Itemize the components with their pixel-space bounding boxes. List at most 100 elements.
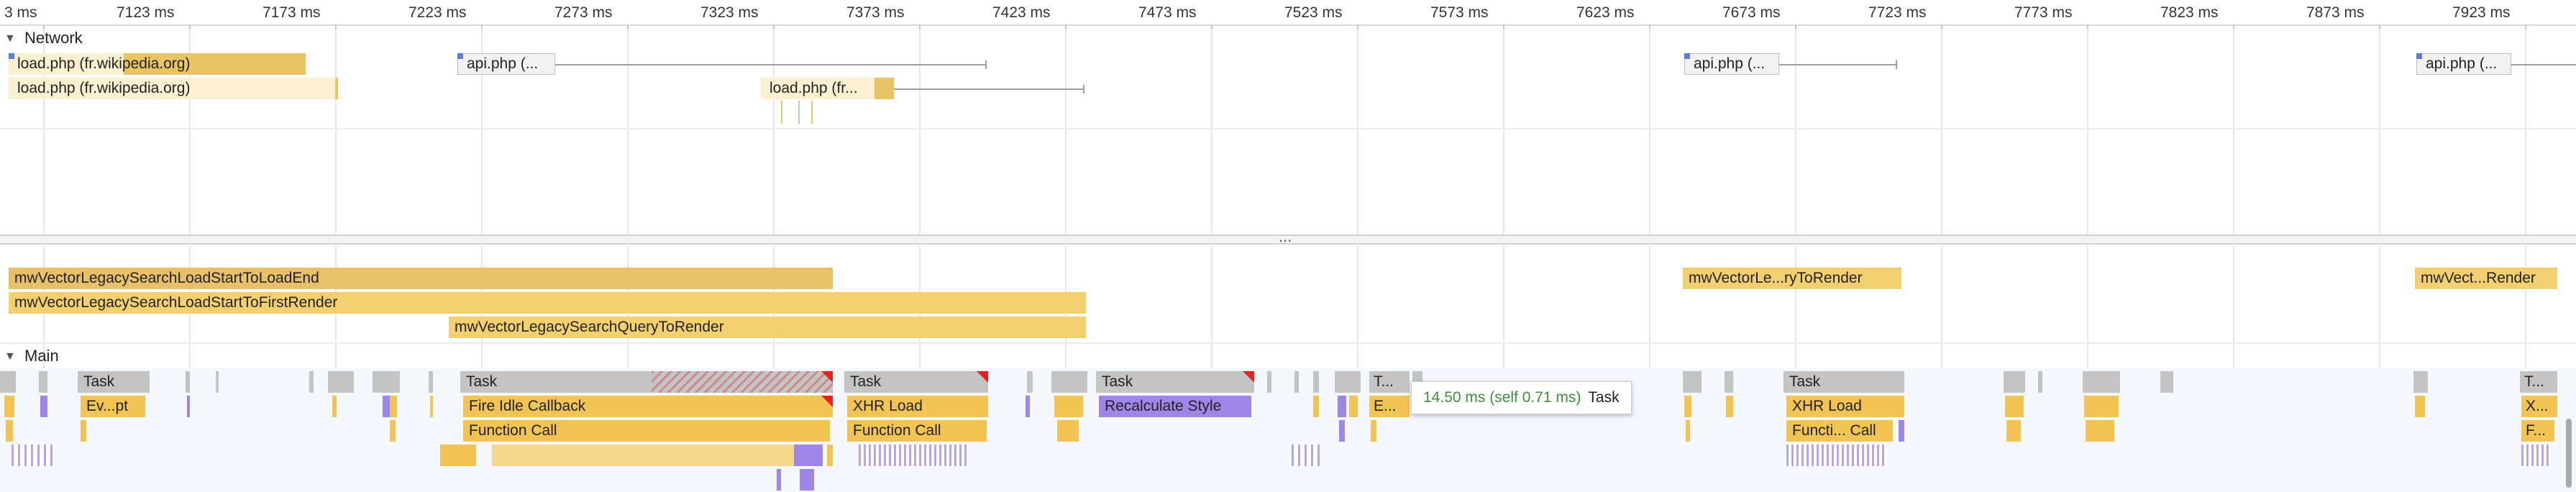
task-bar-small[interactable]: [328, 371, 354, 393]
main-section-title[interactable]: Main: [24, 347, 59, 365]
event-bar-small[interactable]: [390, 396, 397, 417]
task-bar-small[interactable]: [1027, 371, 1033, 393]
task-bar-small[interactable]: [2004, 371, 2025, 393]
task-bar-small[interactable]: [1725, 371, 1733, 393]
function-call-small[interactable]: [1057, 420, 1079, 442]
event-bar-small[interactable]: [430, 396, 433, 417]
event-bar-small[interactable]: [187, 396, 190, 417]
task-bar-small[interactable]: [373, 371, 400, 393]
splitter-grip[interactable]: ...: [1279, 227, 1292, 245]
function-call-bar[interactable]: F...: [2521, 420, 2554, 442]
event-bar-small[interactable]: [1684, 396, 1691, 417]
stack-frame[interactable]: [827, 445, 833, 466]
event-bar-small[interactable]: [1338, 396, 1346, 417]
stack-frame[interactable]: [2521, 445, 2550, 466]
network-request-label: load.php (fr.wikipedia.org): [17, 55, 191, 72]
function-call-small[interactable]: [2086, 420, 2114, 442]
event-bar-small[interactable]: [4, 396, 14, 417]
event-bar-small[interactable]: [2005, 396, 2024, 417]
task-bar-small[interactable]: [216, 371, 219, 393]
event-bar-small[interactable]: [1026, 396, 1030, 417]
event-bar[interactable]: Ev...pt: [81, 396, 145, 417]
task-bar[interactable]: Task: [844, 371, 988, 393]
stack-frame[interactable]: [859, 445, 967, 466]
network-expand-toggle[interactable]: ▼: [4, 32, 16, 45]
ruler-tick-label: 7873 ms: [2306, 4, 2365, 21]
network-request-bar[interactable]: api.php (...: [457, 53, 555, 75]
flame-chart-scrollbar-thumb[interactable]: [2566, 419, 2572, 488]
function-call-small[interactable]: [81, 420, 86, 442]
task-bar-small[interactable]: [2038, 371, 2042, 393]
task-bar-small[interactable]: [2413, 371, 2428, 393]
function-call-small[interactable]: [1686, 420, 1690, 442]
event-bar[interactable]: E...: [1369, 396, 1410, 417]
event-bar[interactable]: XHR Load: [847, 396, 988, 417]
network-request-bar[interactable]: load.php (fr...: [761, 78, 894, 99]
task-bar-small[interactable]: [1294, 371, 1299, 393]
event-bar-small[interactable]: [332, 396, 337, 417]
task-bar-small[interactable]: [2160, 371, 2173, 393]
stack-frame[interactable]: [12, 445, 55, 466]
function-call-bar[interactable]: Functi... Call: [1786, 420, 1893, 442]
task-bar-small[interactable]: [39, 371, 47, 393]
task-bar-small[interactable]: [2083, 371, 2120, 393]
event-bar-small[interactable]: [1349, 396, 1358, 417]
task-bar-small[interactable]: [1267, 371, 1271, 393]
event-bar-small[interactable]: [1726, 396, 1733, 417]
main-expand-toggle[interactable]: ▼: [4, 350, 16, 363]
event-bar-small[interactable]: [1054, 396, 1083, 417]
function-call-small[interactable]: [1899, 420, 1904, 442]
task-bar-small[interactable]: [1335, 371, 1361, 393]
function-call-small[interactable]: [2006, 420, 2021, 442]
network-request-bar[interactable]: api.php (...: [1684, 53, 1779, 75]
ruler-tick-mark: [919, 24, 921, 32]
task-bar-small[interactable]: [1313, 371, 1319, 393]
event-bar-small[interactable]: [40, 396, 47, 417]
task-bar-small[interactable]: [1051, 371, 1087, 393]
event-bar-small[interactable]: [2084, 396, 2119, 417]
stack-frame[interactable]: [1292, 445, 1320, 466]
network-request-bar[interactable]: load.php (fr.wikipedia.org): [9, 53, 306, 75]
task-bar[interactable]: T...: [2520, 371, 2557, 393]
task-bar-small[interactable]: [309, 371, 314, 393]
pane-splitter[interactable]: [0, 234, 2576, 245]
task-bar-small[interactable]: [186, 371, 190, 393]
function-call-small[interactable]: [390, 420, 396, 442]
network-request-bar[interactable]: api.php (...: [2416, 53, 2511, 75]
event-bar-small[interactable]: [1313, 396, 1319, 417]
stack-frame[interactable]: [800, 469, 814, 491]
stack-frame[interactable]: [1786, 445, 1887, 466]
stack-frame[interactable]: [440, 445, 476, 466]
function-call-small[interactable]: [6, 420, 13, 442]
task-bar[interactable]: Task: [460, 371, 833, 393]
stack-frame[interactable]: [492, 445, 794, 466]
event-bar[interactable]: Fire Idle Callback: [463, 396, 833, 417]
timing-bar[interactable]: mwVectorLegacySearchLoadStartToLoadEnd: [9, 268, 833, 289]
network-request-bar[interactable]: load.php (fr.wikipedia.org): [9, 78, 338, 99]
task-bar-small[interactable]: [1683, 371, 1702, 393]
function-call-bar[interactable]: Function Call: [847, 420, 987, 442]
task-bar-small[interactable]: [429, 371, 433, 393]
event-bar-small[interactable]: [2415, 396, 2425, 417]
function-call-small[interactable]: [1371, 420, 1376, 442]
function-call-bar[interactable]: Function Call: [463, 420, 830, 442]
task-bar[interactable]: Task: [78, 371, 150, 393]
network-section-title[interactable]: Network: [24, 29, 83, 47]
timing-bar[interactable]: mwVect...Render: [2415, 268, 2557, 289]
stack-frame[interactable]: [794, 445, 823, 466]
function-call-small[interactable]: [1339, 420, 1345, 442]
stack-frame[interactable]: [777, 469, 781, 491]
timing-bar[interactable]: mwVectorLe...ryToRender: [1683, 268, 1901, 289]
task-bar-small[interactable]: [0, 371, 16, 393]
timing-bar[interactable]: mwVectorLegacySearchQueryToRender: [449, 316, 1086, 338]
task-bar[interactable]: Task: [1783, 371, 1904, 393]
task-bar[interactable]: T...: [1369, 371, 1410, 393]
gridline: [481, 29, 483, 237]
event-bar[interactable]: XHR Load: [1786, 396, 1904, 417]
timing-bar[interactable]: mwVectorLegacySearchLoadStartToFirstRend…: [9, 292, 1086, 314]
event-bar[interactable]: Recalculate Style: [1099, 396, 1251, 417]
event-bar-small[interactable]: [383, 396, 390, 417]
event-label: Recalculate Style: [1105, 398, 1222, 414]
task-bar[interactable]: Task: [1096, 371, 1254, 393]
event-bar[interactable]: X...: [2521, 396, 2557, 417]
